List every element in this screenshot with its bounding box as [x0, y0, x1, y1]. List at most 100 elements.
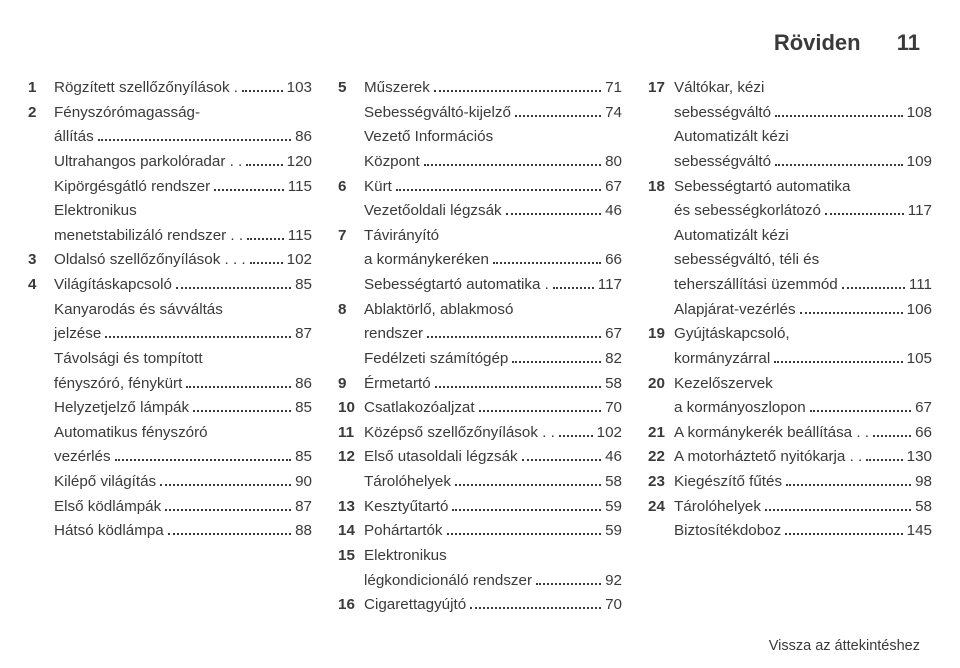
dot-leader — [470, 599, 601, 610]
toc-entry-label: Kanyarodás és sávváltás — [54, 298, 223, 323]
toc-entry-number: 13 — [338, 495, 364, 520]
toc-entry-label: Első ködlámpák — [54, 495, 161, 520]
toc-entry-number: 4 — [28, 273, 54, 298]
toc-entry-page: 115 — [288, 175, 312, 200]
toc-entry: 18Sebességtartó automatika — [648, 175, 932, 200]
toc-entry-label: Kürt — [364, 175, 392, 200]
dot-leader — [242, 81, 283, 92]
toc-entry: a kormánykeréken66 — [338, 248, 622, 273]
dot-leader — [559, 426, 593, 437]
toc-entry-label: Oldalsó szellőzőnyílások . . . — [54, 248, 246, 273]
toc-entry-label: Alapjárat-vezérlés — [674, 298, 796, 323]
toc-entry-number: 24 — [648, 495, 674, 520]
footer-link[interactable]: Vissza az áttekintéshez — [769, 638, 920, 654]
toc-entry-label: Elektronikus — [54, 199, 137, 224]
toc-entry-page: 85 — [295, 445, 312, 470]
toc-entry-label: Sebességtartó automatika . — [364, 273, 549, 298]
toc-entry: Első ködlámpák87 — [28, 495, 312, 520]
toc-entry-label: állítás — [54, 125, 94, 150]
toc-entry-label: Cigarettagyújtó — [364, 593, 466, 618]
toc-entry: Biztosítékdoboz 145 — [648, 519, 932, 544]
toc-entry-label: Ultrahangos parkolóradar . . — [54, 150, 242, 175]
toc-entry: Sebességváltó-kijelző74 — [338, 101, 622, 126]
toc-entry-number: 6 — [338, 175, 364, 200]
toc-entry-number: 23 — [648, 470, 674, 495]
dot-leader — [873, 426, 911, 437]
toc-entry-label: Központ — [364, 150, 420, 175]
toc-entry-label: és sebességkorlátozó — [674, 199, 821, 224]
toc-entry-page: 86 — [295, 372, 312, 397]
dot-leader — [553, 278, 594, 289]
toc-entry-label: Vezetőoldali légzsák — [364, 199, 502, 224]
toc-entry: Automatikus fényszóró — [28, 421, 312, 446]
toc-entry-label: jelzése — [54, 322, 101, 347]
toc-entry-page: 66 — [605, 248, 622, 273]
dot-leader — [435, 377, 601, 388]
toc-entry: Központ 80 — [338, 150, 622, 175]
toc-entry: 6Kürt67 — [338, 175, 622, 200]
toc-entry-label: Hátsó ködlámpa — [54, 519, 164, 544]
dot-leader — [168, 525, 291, 536]
dot-leader — [434, 81, 601, 92]
toc-entry-number: 3 — [28, 248, 54, 273]
dot-leader — [842, 278, 905, 289]
toc-entry-label: Pohártartók — [364, 519, 443, 544]
toc-entry-label: vezérlés — [54, 445, 111, 470]
toc-entry-page: 145 — [907, 519, 932, 544]
toc-entry-number: 18 — [648, 175, 674, 200]
toc-entry-page: 117 — [598, 273, 622, 298]
toc-entry: 15Elektronikus — [338, 544, 622, 569]
toc-entry-number: 2 — [28, 101, 54, 126]
toc-entry-page: 90 — [295, 470, 312, 495]
toc-columns: 1Rögzített szellőzőnyílások .1032Fényszó… — [28, 76, 932, 618]
toc-entry-label: teherszállítási üzemmód — [674, 273, 838, 298]
toc-entry-page: 105 — [907, 347, 932, 372]
toc-entry-number: 15 — [338, 544, 364, 569]
toc-entry-page: 85 — [295, 396, 312, 421]
toc-entry-page: 80 — [605, 150, 622, 175]
toc-entry-label: Távolsági és tompított — [54, 347, 203, 372]
dot-leader — [810, 402, 911, 413]
toc-entry-page: 85 — [295, 273, 312, 298]
toc-entry: 11Középső szellőzőnyílások . .102 — [338, 421, 622, 446]
toc-entry-label: sebességváltó — [674, 101, 771, 126]
toc-entry-page: 102 — [287, 248, 312, 273]
toc-entry: állítás 86 — [28, 125, 312, 150]
page-header: Röviden 11 — [774, 30, 920, 56]
toc-entry-page: 108 — [907, 101, 932, 126]
toc-entry: Kilépő világítás90 — [28, 470, 312, 495]
dot-leader — [765, 500, 911, 511]
toc-entry-page: 109 — [907, 150, 932, 175]
toc-entry: 10Csatlakozóaljzat70 — [338, 396, 622, 421]
dot-leader — [493, 254, 601, 265]
toc-entry: Vezető Információs — [338, 125, 622, 150]
toc-entry-label: Középső szellőzőnyílások . . — [364, 421, 555, 446]
toc-entry-label: légkondicionáló rendszer — [364, 569, 532, 594]
dot-leader — [774, 352, 902, 363]
toc-entry-number: 19 — [648, 322, 674, 347]
toc-entry: 24Tárolóhelyek58 — [648, 495, 932, 520]
toc-entry: Alapjárat-vezérlés 106 — [648, 298, 932, 323]
toc-entry-label: Kiegészítő fűtés — [674, 470, 782, 495]
toc-entry-page: 106 — [907, 298, 932, 323]
toc-entry: légkondicionáló rendszer92 — [338, 569, 622, 594]
toc-entry-label: fényszóró, fénykürt — [54, 372, 182, 397]
toc-entry-label: Kezelőszervek — [674, 372, 773, 397]
toc-entry-page: 111 — [909, 273, 932, 298]
toc-entry-label: Tárolóhelyek — [364, 470, 451, 495]
toc-entry: 9Érmetartó58 — [338, 372, 622, 397]
toc-entry: 13Kesztyűtartó59 — [338, 495, 622, 520]
dot-leader — [160, 475, 291, 486]
toc-entry: menetstabilizáló rendszer . .115 — [28, 224, 312, 249]
toc-entry-number: 21 — [648, 421, 674, 446]
toc-entry: 20Kezelőszervek — [648, 372, 932, 397]
toc-entry: fényszóró, fénykürt 86 — [28, 372, 312, 397]
toc-entry: jelzése87 — [28, 322, 312, 347]
toc-entry-page: 115 — [288, 224, 312, 249]
toc-entry-label: Biztosítékdoboz — [674, 519, 781, 544]
toc-entry-page: 117 — [908, 199, 932, 224]
toc-entry-label: Tárolóhelyek — [674, 495, 761, 520]
dot-leader — [455, 475, 601, 486]
toc-entry-page: 86 — [295, 125, 312, 150]
toc-entry-label: Automatikus fényszóró — [54, 421, 208, 446]
